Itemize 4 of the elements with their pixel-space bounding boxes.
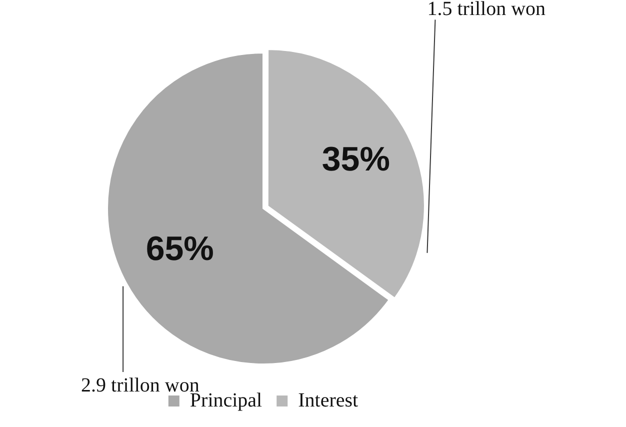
text: 1.5 trillon won — [427, 0, 546, 20]
data-label: 65% — [146, 230, 214, 268]
data-label: 35% — [322, 140, 390, 179]
legend-label: Interest — [298, 389, 359, 412]
